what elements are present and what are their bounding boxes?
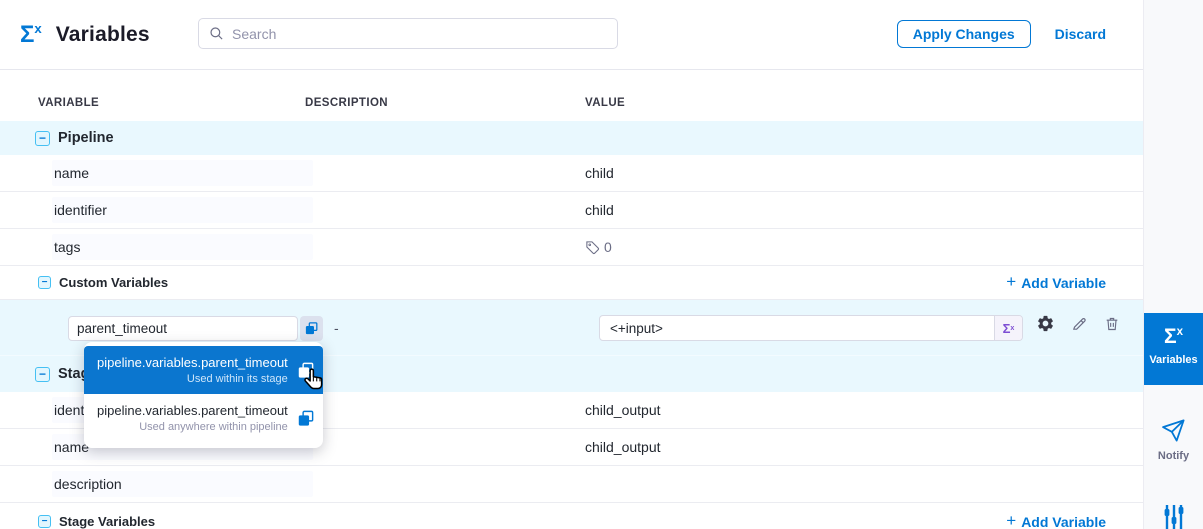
collapse-minus-icon[interactable]: −	[38, 276, 51, 289]
variable-label-cell: description	[52, 471, 313, 497]
sliders-icon	[1164, 505, 1184, 529]
sidebar-item-label: Notify	[1157, 450, 1190, 462]
copy-icon[interactable]	[296, 361, 315, 380]
table-row-stage-description: description	[0, 466, 1143, 503]
page-title: Variables	[55, 22, 150, 46]
search-box[interactable]	[198, 18, 618, 49]
section-label-pipeline: Pipeline	[58, 130, 114, 146]
sidebar-item-variables[interactable]: Σx Variables	[1143, 313, 1203, 385]
column-header-description: DESCRIPTION	[305, 97, 388, 109]
variable-value-cell: 0	[585, 229, 612, 265]
collapse-minus-icon[interactable]: −	[38, 515, 51, 528]
add-variable-button[interactable]: + Add Variable	[1006, 510, 1106, 529]
collapse-minus-icon[interactable]: −	[35, 130, 50, 146]
section-label-custom-variables: Custom Variables	[59, 275, 169, 290]
tags-count: 0	[604, 239, 612, 255]
paper-plane-icon	[1162, 419, 1185, 442]
section-label-stage-variables: Stage Variables	[59, 514, 156, 529]
variable-value-cell: child	[585, 202, 614, 218]
table-row-identifier: identifier child	[0, 192, 1143, 229]
header-actions: Apply Changes Discard	[896, 20, 1106, 48]
section-row-custom-variables: − Custom Variables + Add Variable	[0, 266, 1143, 300]
row-action-icons	[1036, 314, 1120, 333]
variable-value-cell: child	[585, 165, 614, 181]
variable-label-cell: name	[52, 160, 313, 186]
add-variable-button[interactable]: + Add Variable	[1006, 271, 1106, 291]
delete-trash-icon[interactable]	[1104, 315, 1120, 332]
variables-table: VARIABLE DESCRIPTION VALUE − Pipeline na…	[0, 70, 1143, 529]
table-row-name: name child	[0, 155, 1143, 192]
variable-name-input[interactable]	[68, 316, 298, 341]
settings-gear-icon[interactable]	[1036, 314, 1055, 333]
search-input[interactable]	[232, 25, 607, 42]
table-row-tags: tags 0	[0, 229, 1143, 266]
expression-scope-hint: Used anywhere within pipeline	[139, 421, 288, 433]
expression-text: pipeline.variables.parent_timeout	[97, 403, 288, 418]
section-row-pipeline: − Pipeline	[0, 121, 1143, 155]
panel-header: Σx Variables Apply Changes Discard	[0, 0, 1143, 70]
expression-text: pipeline.variables.parent_timeout	[97, 355, 288, 370]
section-row-stage-variables: − Stage Variables + Add Variable	[0, 503, 1143, 529]
variable-value-cell: child_output	[585, 402, 661, 418]
right-toolbar: Σx Variables Notify	[1143, 0, 1203, 529]
edit-pencil-icon[interactable]	[1071, 315, 1088, 332]
dropdown-item-stage-scope[interactable]: pipeline.variables.parent_timeout Used w…	[84, 346, 323, 394]
variable-label-cell: tags	[52, 234, 313, 260]
tag-icon	[586, 240, 600, 254]
mouse-cursor-pointer	[302, 366, 328, 401]
table-column-headers: VARIABLE DESCRIPTION VALUE	[0, 70, 1143, 121]
apply-changes-button[interactable]: Apply Changes	[896, 20, 1031, 48]
copy-icon	[305, 322, 318, 335]
plus-icon: +	[1006, 510, 1017, 529]
expression-scope-hint: Used within its stage	[186, 373, 288, 385]
variable-value-input-wrap: Σx	[599, 315, 1023, 341]
dropdown-item-pipeline-scope[interactable]: pipeline.variables.parent_timeout Used a…	[84, 394, 323, 442]
variable-label-cell: identifier	[52, 197, 313, 223]
discard-button[interactable]: Discard	[1054, 26, 1106, 42]
variable-value-cell: child_output	[585, 439, 661, 455]
variable-description: -	[334, 320, 339, 336]
expression-suggestion-dropdown: pipeline.variables.parent_timeout Used w…	[84, 342, 323, 448]
plus-icon: +	[1006, 271, 1017, 291]
copy-expression-button[interactable]	[300, 316, 323, 341]
variable-value-input[interactable]	[600, 320, 994, 336]
collapse-minus-icon[interactable]: −	[35, 366, 50, 382]
sidebar-item-label: Variables	[1149, 354, 1198, 366]
search-icon	[210, 27, 223, 40]
sidebar-item-flow-control[interactable]	[1144, 503, 1203, 529]
sigma-icon: Σx	[1163, 325, 1184, 348]
column-header-variable: VARIABLE	[38, 97, 100, 109]
copy-icon[interactable]	[296, 409, 315, 428]
sigma-logo-icon: Σx	[20, 21, 42, 48]
sidebar-item-notify[interactable]: Notify	[1144, 417, 1203, 462]
column-header-value: VALUE	[585, 97, 626, 109]
